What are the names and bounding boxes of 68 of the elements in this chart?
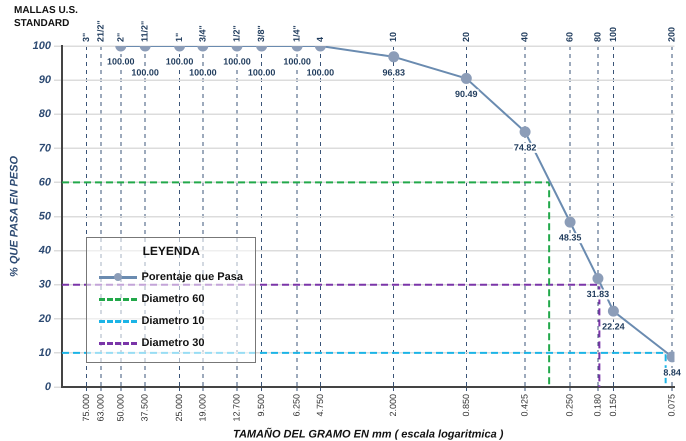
y-axis-title: % QUE PASA EN PESO xyxy=(8,156,21,278)
x-tick-label: 0.425 xyxy=(520,394,530,417)
data-label: 100.00 xyxy=(248,67,276,78)
y-tick-label: 30 xyxy=(38,278,52,291)
text: 11/2" xyxy=(140,20,150,42)
y-tick-label: 80 xyxy=(38,108,52,120)
y-tick-label: 40 xyxy=(38,244,52,257)
text: 200 xyxy=(666,26,677,42)
data-label: 100.00 xyxy=(131,67,159,78)
data-label: 8.84 xyxy=(663,367,681,378)
data-label: 100.00 xyxy=(283,56,311,66)
x-tick-label: 50.000 xyxy=(115,394,126,422)
legend-label: Diametro 10 xyxy=(141,314,204,327)
x-tick-label: 0.150 xyxy=(608,394,618,417)
legend-label: Diametro 30 xyxy=(141,336,204,349)
legend-title: LEYENDA xyxy=(142,244,201,258)
data-label: 100.00 xyxy=(189,67,217,78)
text: 2" xyxy=(115,32,126,42)
text: 40 xyxy=(520,32,530,42)
y-tick-label: 60 xyxy=(38,176,52,188)
x-tick-label: 6.250 xyxy=(292,394,302,417)
x-tick-label: 0.180 xyxy=(592,394,602,417)
x-tick-label: 4.750 xyxy=(314,394,325,417)
data-label: 31.83 xyxy=(586,288,610,299)
legend-label: Diametro 60 xyxy=(141,292,204,305)
y-tick-label: 90 xyxy=(38,74,52,86)
text: 10 xyxy=(388,32,398,42)
x-tick-label: 0.250 xyxy=(564,394,575,417)
text: 20 xyxy=(460,32,471,42)
x-tick-label: 19.000 xyxy=(197,394,208,422)
text: 3" xyxy=(80,32,91,42)
x-tick-label: 2.000 xyxy=(388,394,398,417)
data-label: 96.83 xyxy=(382,67,406,78)
x-tick-label: 12.700 xyxy=(231,394,242,422)
data-label: 22.24 xyxy=(602,322,625,332)
text: 100 xyxy=(608,26,618,42)
x-tick-label: 37.500 xyxy=(140,394,150,422)
x-tick-label: 9.500 xyxy=(256,394,266,417)
x-tick-label: 0.850 xyxy=(460,394,471,417)
y-tick-label: 50 xyxy=(38,210,52,223)
x-tick-label: 0.075 xyxy=(666,394,677,417)
data-label: 100.00 xyxy=(107,56,135,66)
text: 1/4" xyxy=(292,25,302,42)
data-label: 90.49 xyxy=(455,88,478,99)
data-label: 100.00 xyxy=(306,67,334,78)
text: 1/2" xyxy=(231,25,242,42)
data-label: 100.00 xyxy=(223,56,251,66)
y-tick-label: 20 xyxy=(38,312,52,325)
text: 3/4" xyxy=(197,25,208,42)
legend-label: Porentaje que Pasa xyxy=(141,270,243,283)
y-tick-label: 10 xyxy=(38,346,52,359)
y-tick-label: 0 xyxy=(44,381,52,394)
text: 60 xyxy=(564,32,575,42)
text: 80 xyxy=(592,32,602,42)
text: 1" xyxy=(174,32,184,42)
text: 3/8" xyxy=(256,25,266,42)
data-label: 100.00 xyxy=(166,56,194,66)
x-axis-title: TAMAÑO DEL GRAMO EN mm ( escala logaritmica ) xyxy=(233,427,504,440)
y-tick-label: 100 xyxy=(32,40,52,52)
x2-axis-title: MALLAS U.S. STANDARD xyxy=(14,4,78,29)
data-label: 74.82 xyxy=(514,142,536,152)
y-tick-label: 70 xyxy=(38,142,52,154)
text: 21/2" xyxy=(96,20,106,42)
x-tick-label: 75.000 xyxy=(80,394,91,422)
text: 4 xyxy=(314,36,325,42)
x-tick-label: 63.000 xyxy=(96,394,106,422)
data-label: 48.35 xyxy=(558,232,582,243)
x-tick-label: 25.000 xyxy=(174,394,184,422)
